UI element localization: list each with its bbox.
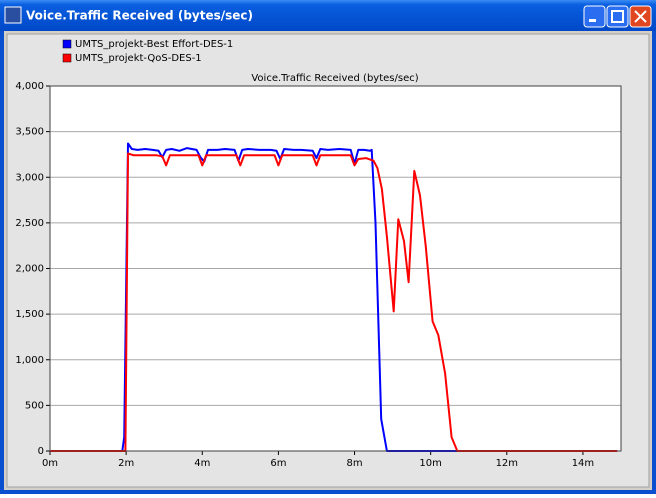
x-tick-label: 8m: [346, 458, 362, 469]
y-tick-label: 2,500: [15, 218, 44, 229]
close-button[interactable]: [629, 5, 652, 28]
minimize-button[interactable]: [583, 5, 606, 28]
y-tick-label: 4,000: [15, 81, 44, 92]
window-title: Voice.Traffic Received (bytes/sec): [26, 9, 253, 23]
y-tick-label: 3,500: [15, 127, 44, 138]
series-line: [50, 152, 618, 452]
y-tick-label: 1,000: [15, 355, 44, 366]
y-tick-label: 3,000: [15, 172, 44, 183]
plot-border: [49, 85, 622, 452]
window-icon: [4, 6, 22, 24]
title-bar: [0, 0, 656, 31]
y-tick-label: 2,000: [15, 264, 44, 275]
x-tick-label: 12m: [496, 458, 518, 469]
y-tick-label: 500: [25, 400, 44, 411]
chart-title: Voice.Traffic Received (bytes/sec): [251, 73, 418, 84]
x-tick-label: 4m: [194, 458, 210, 469]
x-tick-label: 2m: [118, 458, 134, 469]
legend-swatch: [62, 39, 72, 49]
legend-label: UMTS_projekt-Best Effort-DES-1: [75, 39, 233, 50]
legend-swatch: [62, 53, 72, 63]
y-tick-label: 1,500: [15, 309, 44, 320]
legend-label: UMTS_projekt-QoS-DES-1: [75, 53, 202, 64]
x-tick-label: 0m: [42, 458, 58, 469]
y-tick-label: 0: [38, 446, 44, 457]
series-line: [50, 142, 618, 452]
x-tick-label: 10m: [419, 458, 441, 469]
x-tick-label: 14m: [572, 458, 594, 469]
x-tick-label: 6m: [270, 458, 286, 469]
maximize-button[interactable]: [606, 5, 629, 28]
